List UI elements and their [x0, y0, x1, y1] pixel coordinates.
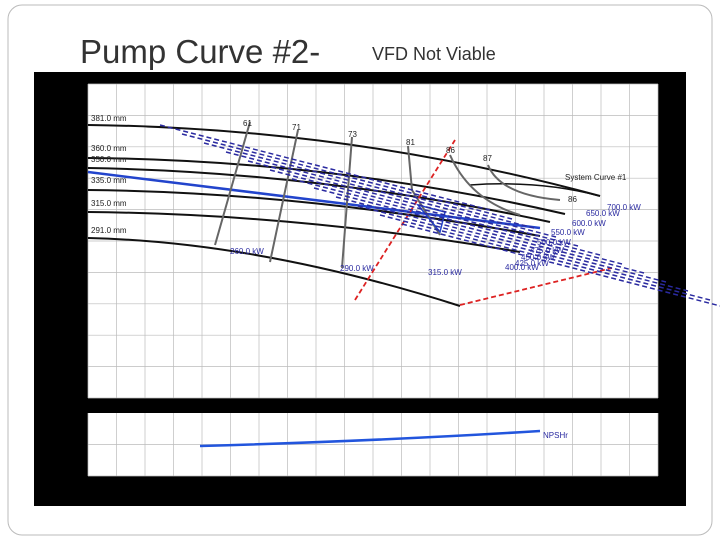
- operating-limit: [354, 139, 613, 306]
- power-line: [335, 196, 667, 283]
- power-lines: [159, 124, 720, 307]
- power-line: [401, 223, 720, 307]
- npsh-label: NPSHr: [543, 431, 568, 440]
- operating-point: [415, 203, 446, 234]
- power-line: [225, 151, 557, 238]
- efficiency-label: 86: [446, 146, 455, 155]
- slide-title: Pump Curve #2-: [80, 33, 320, 70]
- power-line: [269, 169, 601, 256]
- head-curve: [87, 211, 521, 253]
- diameter-label: 335.0 mm: [91, 176, 127, 185]
- power-line: [203, 142, 535, 229]
- power-line: [247, 160, 579, 247]
- head-curve: [87, 189, 541, 237]
- power-label: 500.0 kW: [537, 238, 571, 247]
- power-label: 550.0 kW: [551, 228, 585, 237]
- power-label: 650.0 kW: [586, 209, 620, 218]
- power-line: [181, 133, 513, 220]
- power-label: 260.0 kW: [230, 247, 264, 256]
- efficiency-label: 87: [483, 154, 492, 163]
- power-line: [291, 178, 623, 265]
- grid: [87, 83, 659, 477]
- power-label: 315.0 kW: [428, 268, 462, 277]
- diameter-label: 360.0 mm: [91, 144, 127, 153]
- diameter-label: 381.0 mm: [91, 114, 127, 123]
- power-label: 290.0 kW: [340, 264, 374, 273]
- power-label: 700.0 kW: [607, 203, 641, 212]
- diameter-label: 291.0 mm: [91, 226, 127, 235]
- power-label: 475.0 kW: [530, 246, 564, 255]
- power-line: [159, 124, 491, 211]
- diameter-label: 315.0 mm: [91, 199, 127, 208]
- head-curve: [87, 237, 461, 307]
- slide-subtitle: VFD Not Viable: [372, 44, 496, 64]
- efficiency-label: 86: [568, 195, 577, 204]
- efficiency-label: 81: [406, 138, 415, 147]
- power-line: [357, 205, 689, 292]
- power-line: [379, 214, 711, 301]
- labels: 381.0 mm 360.0 mm 350.0 mm 335.0 mm 315.0 mm…: [91, 114, 641, 440]
- head-curve: [87, 124, 601, 197]
- diameter-label: 350.0 mm: [91, 155, 127, 164]
- head-curve: [87, 157, 566, 215]
- power-label: 425.0 kW: [515, 259, 549, 268]
- efficiency-label: 71: [292, 123, 301, 132]
- power-label: 450.0 kW: [521, 253, 555, 262]
- npsh-curve: [199, 429, 541, 448]
- efficiency-label: 73: [348, 130, 357, 139]
- system-curve: [87, 170, 541, 230]
- efficiency-label: 61: [243, 119, 252, 128]
- system-curve-label: System Curve #1: [565, 173, 627, 182]
- power-label: 400.0 kW: [505, 263, 539, 272]
- power-line: [313, 187, 645, 274]
- system-curve-line: [469, 183, 601, 197]
- power-label: 600.0 kW: [572, 219, 606, 228]
